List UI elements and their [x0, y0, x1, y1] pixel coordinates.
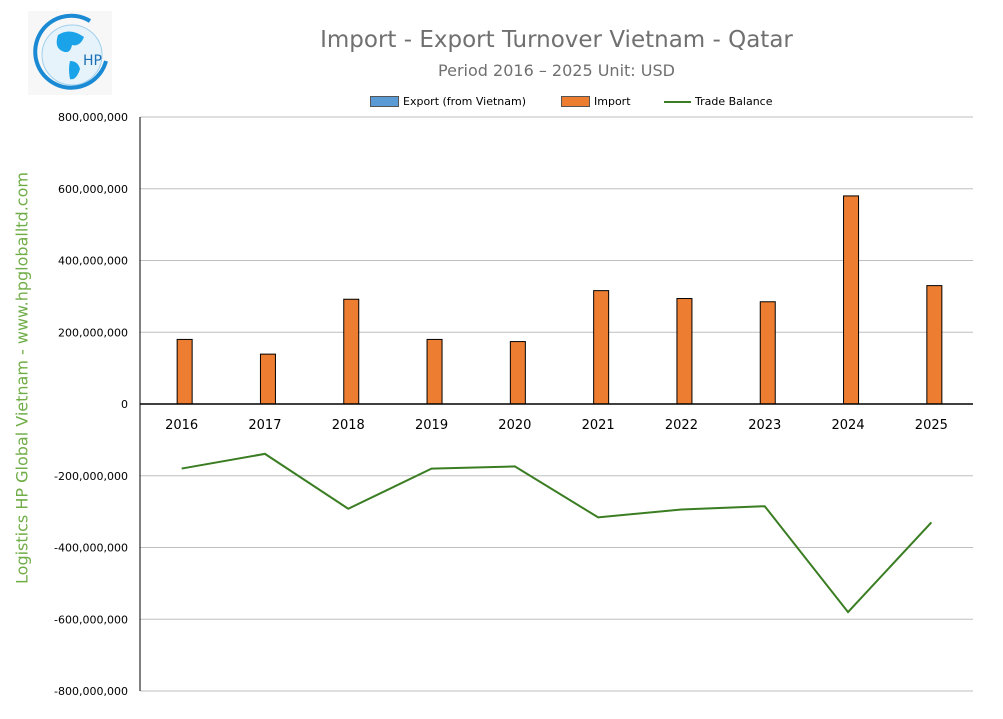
legend-swatch: [561, 96, 590, 107]
x-tick-label: 2020: [498, 418, 531, 433]
legend-label: Trade Balance: [695, 95, 773, 108]
legend-label: Import: [594, 95, 631, 108]
x-tick-label: 2019: [415, 418, 448, 433]
x-tick-label: 2021: [582, 418, 615, 433]
y-tick-label: -200,000,000: [54, 470, 128, 483]
x-tick-label: 2024: [832, 418, 865, 433]
legend-export: Export (from Vietnam): [370, 95, 526, 108]
import-bar: [343, 298, 360, 405]
y-tick-label: -400,000,000: [54, 542, 128, 555]
import-bar: [759, 301, 776, 405]
import-bar: [259, 353, 276, 405]
legend-line: [664, 100, 691, 103]
x-tick-label: 2022: [665, 418, 698, 433]
legend-import: Import: [561, 95, 631, 108]
x-tick-label: 2017: [248, 418, 281, 433]
y-tick-label: 800,000,000: [58, 111, 128, 124]
x-tick-label: 2025: [915, 418, 948, 433]
y-tick-label: -600,000,000: [54, 613, 128, 626]
import-bar: [676, 298, 693, 405]
legend-trade-balance: Trade Balance: [664, 95, 772, 108]
y-tick-label: -800,000,000: [54, 685, 128, 698]
logo-text: HP: [83, 53, 102, 69]
hp-logo: HP: [28, 11, 112, 95]
y-tick-label: 200,000,000: [58, 326, 128, 339]
x-tick-label: 2018: [332, 418, 365, 433]
y-tick-label: 400,000,000: [58, 255, 128, 268]
import-bar: [426, 338, 443, 405]
import-bar: [593, 290, 610, 405]
import-bar: [926, 285, 943, 405]
import-bar: [176, 338, 193, 405]
import-bar: [509, 341, 526, 405]
legend-label: Export (from Vietnam): [403, 95, 527, 108]
y-tick-label: 0: [121, 398, 128, 411]
import-bar: [843, 195, 860, 405]
chart-subtitle: Period 2016 – 2025 Unit: USD: [438, 61, 675, 80]
y-tick-label: 600,000,000: [58, 183, 128, 196]
x-tick-label: 2023: [748, 418, 781, 433]
chart-title: Import - Export Turnover Vietnam - Qatar: [320, 27, 793, 53]
legend-swatch: [370, 96, 399, 107]
trade-balance-line: [181, 452, 933, 614]
x-tick-label: 2016: [165, 418, 198, 433]
